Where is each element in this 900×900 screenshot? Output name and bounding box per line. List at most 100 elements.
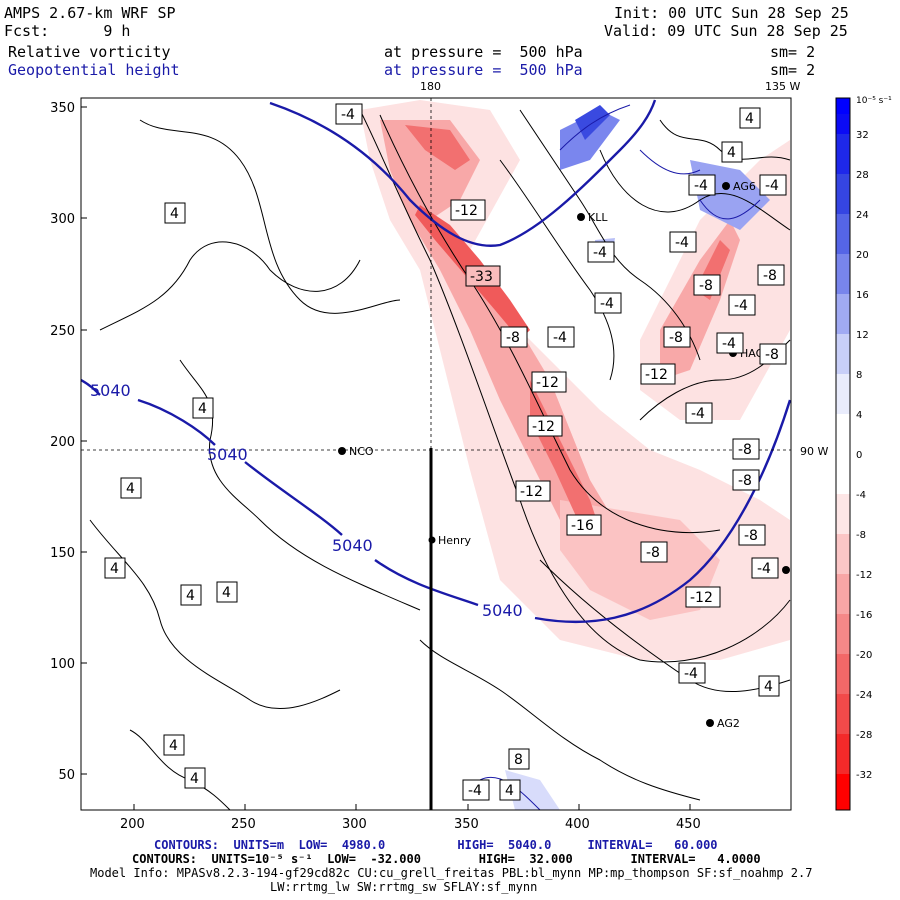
- vort-label: -8: [640, 541, 668, 563]
- svg-text:4: 4: [110, 561, 119, 577]
- svg-text:-33: -33: [470, 269, 493, 285]
- svg-text:-12: -12: [532, 419, 555, 435]
- vort-label: 4: [739, 107, 761, 129]
- svg-text:4: 4: [727, 145, 736, 161]
- height-labels: 5040 5040 5040 5040: [90, 381, 523, 620]
- svg-text:-4: -4: [600, 296, 614, 312]
- footer-model-info: Model Info: MPASv8.2.3-194-gf29cd82c CU:…: [90, 866, 813, 880]
- svg-text:-8: -8: [763, 268, 777, 284]
- vort-label: -4: [751, 557, 779, 579]
- vort-label: -12: [515, 480, 551, 502]
- svg-text:4: 4: [190, 771, 199, 787]
- y-tick-label: 150: [50, 546, 75, 561]
- height-label: 5040: [90, 381, 131, 400]
- meridian-label-135w: 135 W: [765, 80, 800, 93]
- svg-text:4: 4: [764, 679, 773, 695]
- svg-text:-8: -8: [646, 545, 660, 561]
- stations: NCO Henry AG2 AG6 HAO KLL: [338, 180, 790, 730]
- svg-text:-4: -4: [722, 336, 736, 352]
- station-marker-east: [782, 566, 790, 574]
- vort-label: -4: [678, 662, 706, 684]
- svg-text:4: 4: [198, 401, 207, 417]
- svg-text:-4: -4: [734, 298, 748, 314]
- vort-label: 4: [163, 734, 185, 756]
- colorbar-units: 10⁻⁵ s⁻¹: [856, 96, 892, 106]
- vort-label: -8: [757, 264, 785, 286]
- vort-shade-positive-north: [560, 110, 620, 170]
- svg-text:-4: -4: [593, 245, 607, 261]
- colorbar-label: -4: [856, 490, 866, 501]
- y-tick-label: 200: [50, 435, 75, 450]
- vorticity-field: [360, 100, 790, 810]
- svg-text:-12: -12: [520, 484, 543, 500]
- colorbar-label: 8: [856, 370, 862, 381]
- footer-height-contours: CONTOURS: UNITS=m LOW= 4980.0 HIGH= 5040…: [154, 838, 718, 852]
- colorbar-label: -8: [856, 530, 866, 541]
- svg-text:4: 4: [126, 481, 135, 497]
- vort-label: 4: [184, 767, 206, 789]
- height-label: 5040: [482, 601, 523, 620]
- colorbar-label: 24: [856, 210, 869, 221]
- vort-contour: [379, 114, 721, 533]
- station-label-nco: NCO: [349, 445, 374, 458]
- svg-text:8: 8: [514, 752, 523, 768]
- colorbar-label: -16: [856, 610, 872, 621]
- vort-label: -4: [335, 103, 363, 125]
- vort-label: 4: [721, 141, 743, 163]
- svg-text:-8: -8: [669, 330, 683, 346]
- vort-contour: [179, 359, 421, 611]
- station-marker-kll: [577, 213, 585, 221]
- vort-label: 8: [508, 748, 530, 770]
- y-tick-label: 350: [50, 101, 75, 116]
- vorticity-labels: -4 -12 -33 -8 -4 -4 -8 -4 -8 -4 -4 -12 -…: [104, 103, 787, 801]
- vort-label: -4: [462, 779, 490, 801]
- height-label: 5040: [207, 445, 248, 464]
- colorbar-label: -28: [856, 730, 872, 741]
- station-label-henry: Henry: [438, 534, 472, 547]
- vort-label: -16: [566, 514, 602, 536]
- vort-label: 4: [499, 779, 521, 801]
- svg-text:-4: -4: [765, 178, 779, 194]
- svg-text:4: 4: [505, 783, 514, 799]
- svg-text:4: 4: [222, 585, 231, 601]
- svg-text:-8: -8: [744, 528, 758, 544]
- svg-text:-4: -4: [553, 330, 567, 346]
- field2-smoothing: sm= 2: [770, 61, 816, 79]
- svg-text:-4: -4: [468, 783, 482, 799]
- svg-text:-16: -16: [571, 518, 594, 534]
- colorbar: 10⁻⁵ s⁻¹ 32 28 24 20 16 12 8 4 0 -4 -8 -…: [835, 96, 892, 811]
- svg-text:-4: -4: [341, 107, 355, 123]
- field2-name: Geopotential height: [8, 61, 180, 79]
- height-contour-5040: [374, 559, 479, 607]
- x-tick-label: 450: [676, 817, 701, 832]
- vort-contour-positive: [559, 104, 631, 151]
- station-label-ag6: AG6: [733, 180, 756, 193]
- vort-label: -4: [759, 174, 787, 196]
- y-axis-ticks: 350 300 250 200 150 100 50: [50, 101, 75, 783]
- x-tick-label: 200: [120, 817, 145, 832]
- svg-text:4: 4: [745, 111, 754, 127]
- model-title: AMPS 2.67-km WRF SP: [4, 4, 176, 22]
- vort-contour: [99, 241, 361, 331]
- colorbar-label: 20: [856, 250, 869, 261]
- vort-label: 4: [758, 675, 780, 697]
- vort-label: -12: [450, 199, 486, 221]
- height-label: 5040: [332, 536, 373, 555]
- vort-label: -12: [640, 363, 676, 385]
- svg-text:-4: -4: [694, 178, 708, 194]
- vort-label: -8: [759, 343, 787, 365]
- vort-label: -8: [693, 274, 721, 296]
- vort-label: -4: [594, 292, 622, 314]
- svg-text:-8: -8: [699, 278, 713, 294]
- height-contours: [81, 99, 791, 624]
- colorbar-label: 0: [856, 450, 862, 461]
- vort-label: -8: [732, 469, 760, 491]
- vort-label: -4: [685, 402, 713, 424]
- station-marker-ag2: [706, 719, 714, 727]
- svg-text:-4: -4: [691, 406, 705, 422]
- x-tick-label: 400: [565, 817, 590, 832]
- vort-label: 4: [104, 557, 126, 579]
- vort-label: -12: [685, 586, 721, 608]
- svg-text:4: 4: [169, 738, 178, 754]
